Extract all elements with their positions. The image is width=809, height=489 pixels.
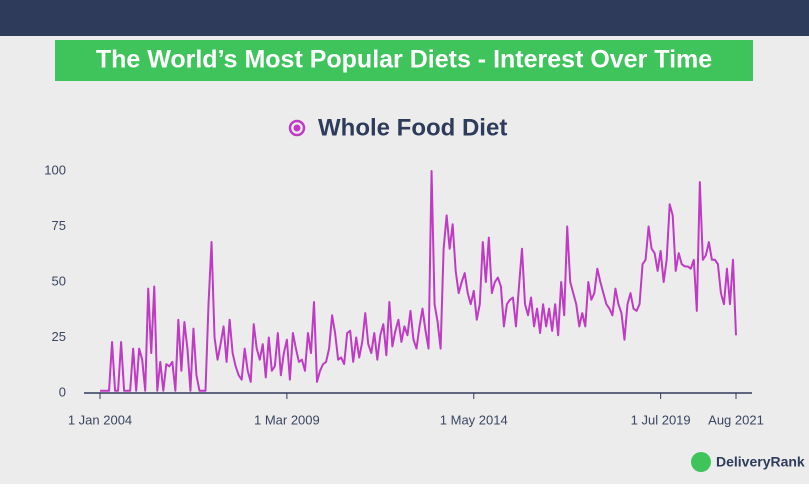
legend-dot xyxy=(293,124,301,132)
x-tick-label: 1 Mar 2009 xyxy=(254,412,320,427)
chart-title: The World’s Most Popular Diets - Interes… xyxy=(96,46,712,74)
brand: DeliveryRank xyxy=(716,454,805,470)
x-tick-label: 1 Jul 2019 xyxy=(631,412,691,427)
title-box xyxy=(55,40,753,81)
top-band xyxy=(0,0,809,36)
brand-icon xyxy=(691,452,711,472)
x-tick-label: Aug 2021 xyxy=(708,412,764,427)
line xyxy=(100,170,737,392)
y-tick-label: 75 xyxy=(52,218,66,233)
legend-icon xyxy=(288,119,306,137)
y-tick-label: 50 xyxy=(52,273,66,288)
y-tick-label: 0 xyxy=(59,384,66,399)
x-tick-label: 1 Jan 2004 xyxy=(68,412,132,427)
legend-label: Whole Food Diet xyxy=(318,114,507,141)
x-tick-label: 1 May 2014 xyxy=(440,412,508,427)
y-tick-label: 100 xyxy=(44,162,66,177)
y-tick-label: 25 xyxy=(52,329,66,344)
